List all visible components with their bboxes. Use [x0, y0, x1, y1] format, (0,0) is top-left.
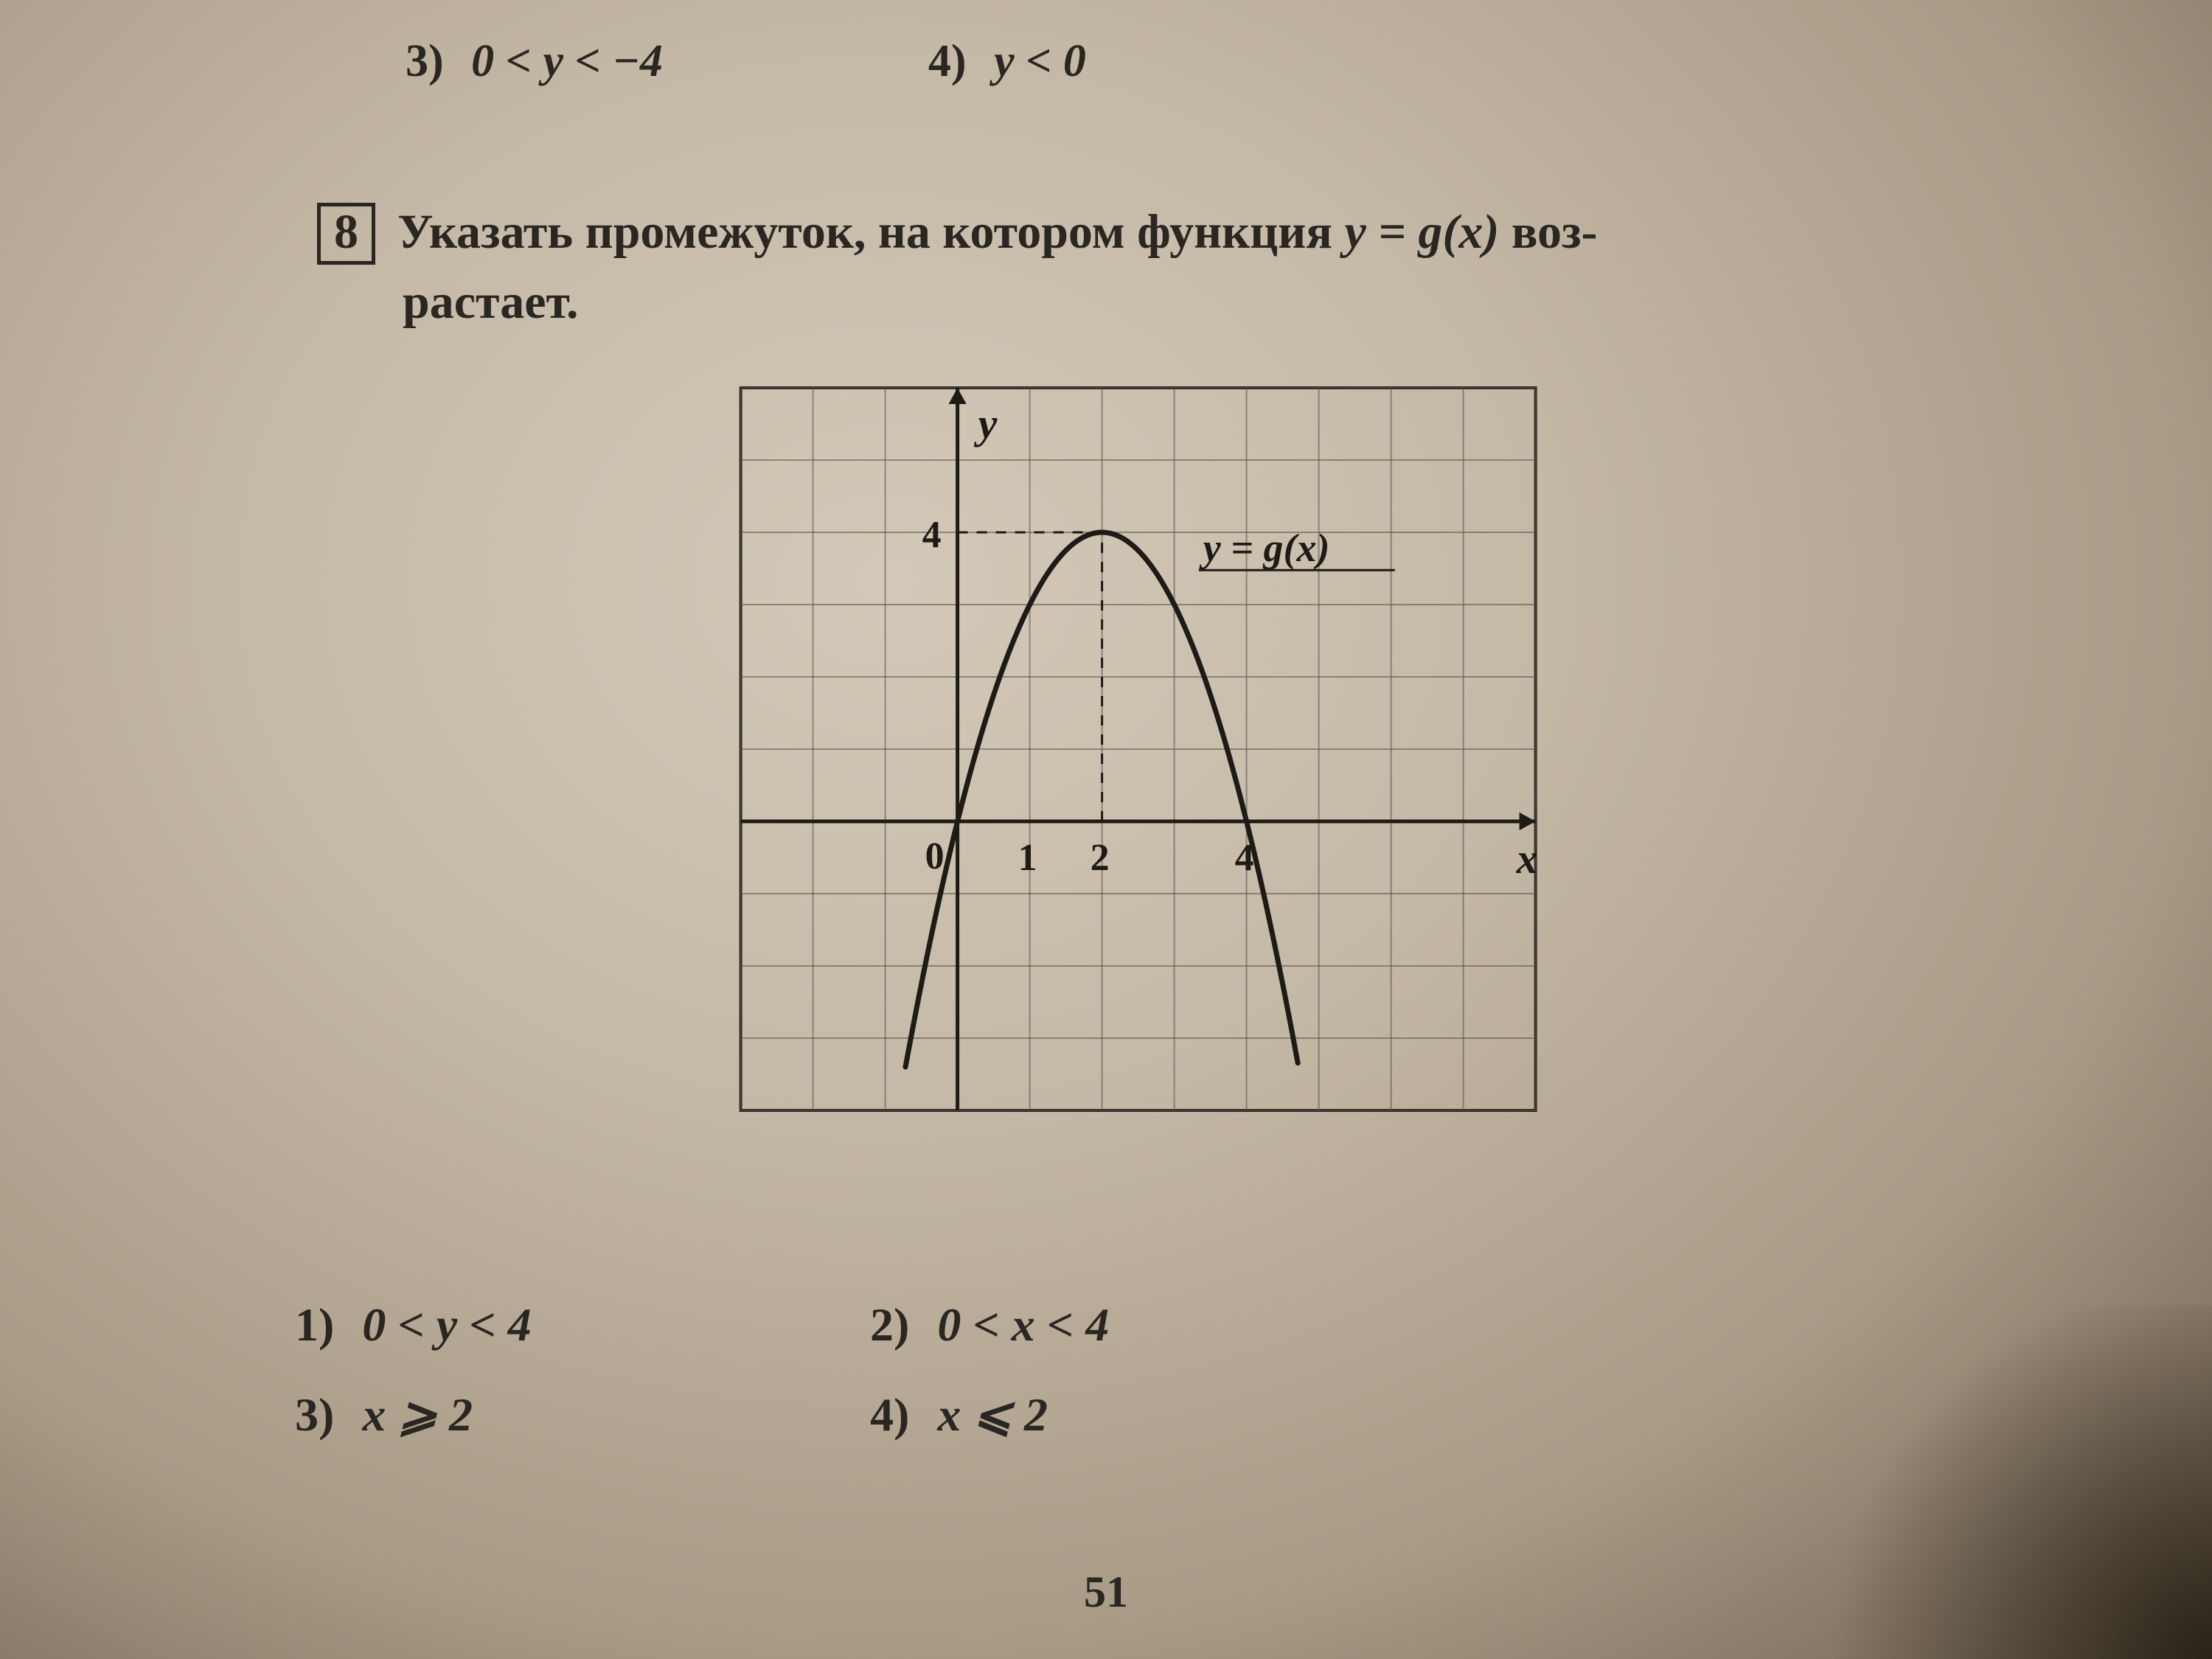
problem-text: Указать промежуток, на котором функция y… — [317, 205, 2153, 335]
page-number: 51 — [1084, 1567, 1128, 1618]
problem-8: 8 Указать промежуток, на котором функция… — [317, 199, 2153, 335]
problem-number-box: 8 — [317, 203, 375, 265]
option-expr: y < 0 — [994, 36, 1086, 86]
problem-func-expr: y = g(x) — [1344, 205, 1499, 259]
prev-option-3: 3) 0 < y < −4 — [406, 35, 663, 88]
prev-option-4: 4) y < 0 — [928, 35, 1086, 88]
svg-text:0: 0 — [925, 835, 945, 877]
option-expr: x ⩾ 2 — [362, 1388, 473, 1441]
problem-text-line1: Указать промежуток, на котором функция — [397, 205, 1344, 259]
page: 3) 0 < y < −4 4) y < 0 8 Указать промежу… — [0, 0, 2212, 1659]
answer-options: 1) 0 < y < 4 2) 0 < x < 4 3) x ⩾ 2 4) x … — [295, 1298, 1224, 1478]
option-expr: x ⩽ 2 — [937, 1388, 1048, 1441]
svg-text:y = g(x): y = g(x) — [1199, 526, 1330, 570]
svg-text:1: 1 — [1018, 837, 1037, 879]
option-number: 2) — [870, 1298, 909, 1351]
svg-text:2: 2 — [1091, 837, 1110, 879]
options-row-1: 1) 0 < y < 4 2) 0 < x < 4 — [295, 1298, 1224, 1352]
chart-svg: xy01244y = g(x) — [737, 383, 1540, 1115]
prev-options-row: 3) 0 < y < −4 4) y < 0 — [406, 35, 1086, 88]
svg-text:y: y — [974, 400, 998, 448]
svg-text:4: 4 — [922, 514, 942, 556]
option-number: 3) — [406, 36, 444, 86]
option-number: 4) — [870, 1388, 909, 1441]
option-expr: 0 < y < −4 — [471, 36, 663, 86]
options-row-2: 3) x ⩾ 2 4) x ⩽ 2 — [295, 1388, 1224, 1442]
option-number: 4) — [928, 36, 967, 86]
option-2: 2) 0 < x < 4 — [870, 1298, 1224, 1352]
option-4: 4) x ⩽ 2 — [870, 1388, 1224, 1442]
problem-text-line2: растает. — [403, 269, 2153, 335]
option-3: 3) x ⩾ 2 — [295, 1388, 649, 1442]
photo-vignette — [1799, 1305, 2212, 1659]
chart-container: xy01244y = g(x) — [737, 383, 1540, 1119]
option-expr: 0 < y < 4 — [362, 1298, 531, 1351]
problem-text-tail: воз- — [1499, 205, 1597, 259]
svg-text:x: x — [1516, 835, 1538, 883]
option-expr: 0 < x < 4 — [937, 1298, 1109, 1351]
option-1: 1) 0 < y < 4 — [295, 1298, 649, 1352]
option-number: 3) — [295, 1388, 334, 1441]
option-number: 1) — [295, 1298, 334, 1351]
